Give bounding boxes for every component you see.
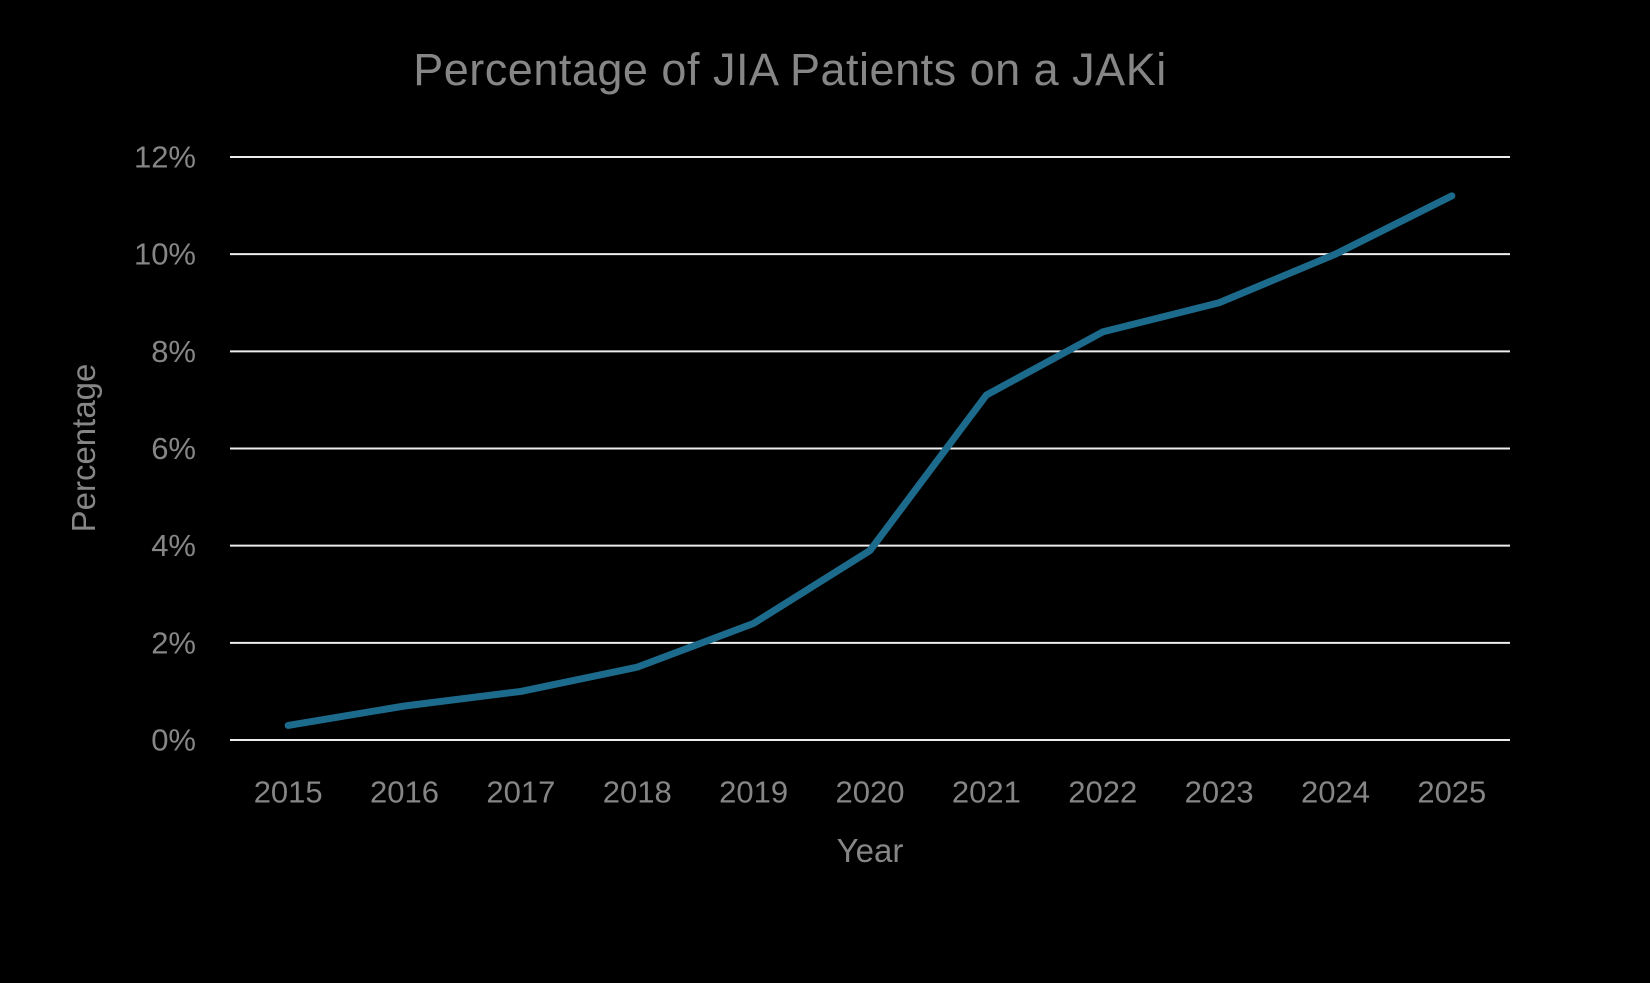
x-tick-label: 2022 [1068, 775, 1137, 810]
y-tick-label: 8% [151, 334, 196, 369]
y-tick-label: 4% [151, 528, 196, 563]
y-axis-label: Percentage [65, 363, 102, 533]
y-tick-label: 6% [151, 431, 196, 466]
data-line [284, 192, 1456, 729]
x-tick-label: 2021 [952, 775, 1021, 810]
y-tick-label: 0% [151, 723, 196, 758]
chart-title: Percentage of JIA Patients on a JAKi [413, 44, 1167, 95]
x-tick-label: 2020 [836, 775, 905, 810]
y-tick-label: 10% [134, 237, 196, 272]
x-tick-label: 2023 [1185, 775, 1254, 810]
y-tick-label: 2% [151, 625, 196, 660]
x-tick-label: 2019 [719, 775, 788, 810]
x-tick-label: 2025 [1417, 775, 1486, 810]
x-tick-label: 2017 [486, 775, 555, 810]
x-tick-label: 2016 [370, 775, 439, 810]
y-tick-label: 12% [134, 140, 196, 175]
x-tick-label: 2024 [1301, 775, 1370, 810]
x-tick-label: 2018 [603, 775, 672, 810]
x-axis-label: Year [836, 832, 904, 869]
x-tick-label: 2015 [254, 775, 323, 810]
